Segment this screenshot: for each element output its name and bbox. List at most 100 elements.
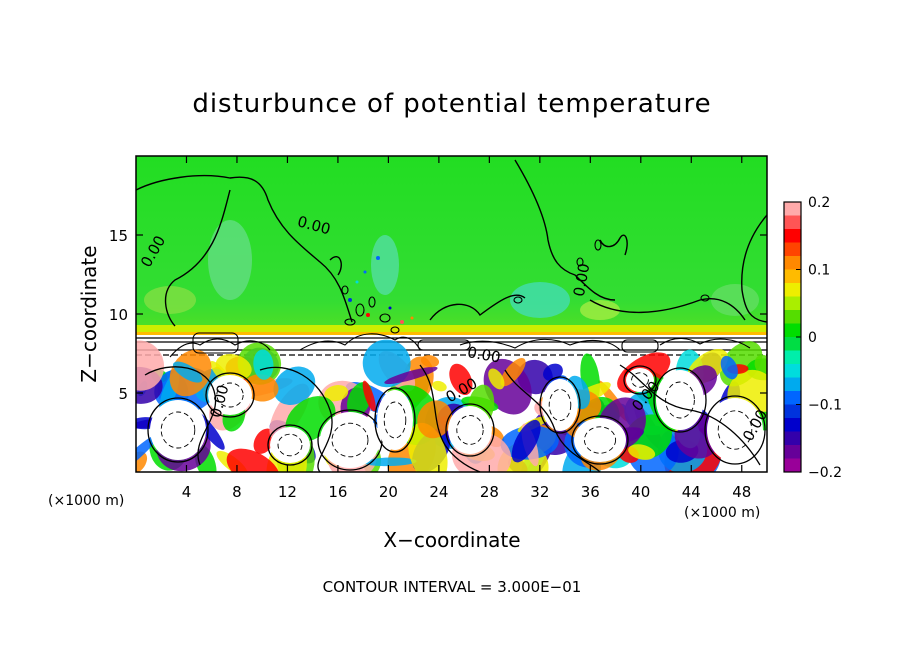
x-axis-ticks: 4 8 12 16 20 24 28 32 36 40 44 48 <box>182 156 751 501</box>
field-eddy <box>488 368 505 390</box>
x-tick-label: 20 <box>379 483 398 501</box>
eddy-zero-contour <box>445 403 495 457</box>
colorbar-segment <box>784 458 801 473</box>
x-tick-label: 4 <box>182 483 192 501</box>
colorbar-segment <box>784 269 801 284</box>
contour-interval-note: CONTOUR INTERVAL = 3.000E−01 <box>323 578 582 596</box>
y-axis-ticks: 5 10 15 <box>109 227 767 403</box>
zero-contour-filament <box>504 369 601 472</box>
eddy-zero-contour <box>653 367 707 433</box>
field-eddy <box>253 428 275 454</box>
field-eddy <box>500 358 526 387</box>
chart-title: disturbunce of potential temperature <box>192 89 711 119</box>
eddy-zero-contour <box>623 365 657 395</box>
field-eddy <box>363 457 417 467</box>
colorbar-tick-label: 0.1 <box>808 263 830 279</box>
x-tick-label: 32 <box>530 483 549 501</box>
colorbar-segment <box>784 377 801 392</box>
eddy-core <box>320 412 380 468</box>
x-unit-left: (×1000 m) <box>48 493 124 509</box>
x-tick-label: 12 <box>278 483 297 501</box>
eddy-core <box>377 390 413 450</box>
colorbar-segment <box>784 431 801 446</box>
x-tick-label: 28 <box>480 483 499 501</box>
colorbar-tick-label: −0.2 <box>808 465 842 481</box>
eddy-core <box>707 398 763 462</box>
colorbar-segment <box>784 310 801 324</box>
inversion-bumps <box>169 332 751 358</box>
eddy-contour <box>216 382 244 408</box>
colorbar-segment <box>784 404 801 419</box>
colorbar-segment <box>784 364 801 378</box>
field-eddy <box>243 374 279 402</box>
contour-label: 0.00 <box>466 343 502 367</box>
eddy-core <box>448 406 492 454</box>
field-eddy <box>449 363 473 396</box>
colorbar-segment <box>784 242 801 257</box>
speckle-dots <box>348 256 414 324</box>
eddy-contour <box>717 410 753 450</box>
y-tick-label: 10 <box>109 306 128 324</box>
colorbar-segment <box>784 296 801 311</box>
colorbar-segment <box>784 229 801 243</box>
field-eddy <box>420 355 440 368</box>
contour-label: 0.00 <box>570 262 594 298</box>
field-eddy <box>754 354 767 376</box>
y-axis-label: Z−coordinate <box>77 245 101 382</box>
eddy-zero-contour <box>374 387 416 453</box>
y-tick-label: 5 <box>118 385 128 403</box>
colorbar-segment <box>784 283 801 297</box>
field-eddy <box>408 422 448 472</box>
field-eddy <box>136 340 165 391</box>
cyan-patch <box>144 286 196 314</box>
colorbar-segment <box>784 337 801 351</box>
eddy-core <box>656 370 704 430</box>
eddy-core <box>208 375 252 415</box>
colorbar-segment <box>784 445 801 459</box>
field-eddy <box>628 444 656 460</box>
eddy-core <box>270 427 310 463</box>
colorbar-tick-label: −0.1 <box>808 398 842 414</box>
colorbar-tick-label: 0.2 <box>808 195 830 211</box>
cyan-patch <box>580 300 620 320</box>
eddy-core <box>150 400 206 460</box>
x-tick-label: 40 <box>631 483 650 501</box>
cyan-patches <box>144 220 759 320</box>
eddy-contour <box>548 388 572 422</box>
eddy-contour <box>160 411 196 449</box>
eddy-contour <box>456 415 484 445</box>
colorbar-segment <box>784 215 801 230</box>
field-eddy <box>432 380 447 392</box>
turbulent-lower-field <box>136 339 767 472</box>
eddy-contour <box>631 372 649 388</box>
zero-contour-filament <box>259 366 333 472</box>
eddy-zero-contour <box>147 397 209 463</box>
colorbar-segment <box>784 202 801 216</box>
colorbar-segment <box>784 391 801 405</box>
eddy-zero-contour <box>704 395 766 465</box>
colorbar-segment <box>784 418 801 432</box>
field-eddy <box>720 355 738 380</box>
zero-contour-filament <box>419 364 481 472</box>
eddy-contour <box>277 433 303 457</box>
x-tick-label: 8 <box>232 483 242 501</box>
colorbar-tick-label: 0 <box>808 330 817 346</box>
eddy-zero-contour <box>205 372 255 418</box>
eddy-contour <box>331 422 369 458</box>
field-eddy <box>324 385 349 402</box>
field-eddy <box>362 380 376 412</box>
zero-contours-upper <box>136 159 767 327</box>
y-tick-label: 15 <box>109 227 128 245</box>
eddy-core <box>542 379 578 431</box>
colorbar-segment <box>784 323 801 338</box>
colorbar-segment <box>784 256 801 270</box>
x-tick-label: 48 <box>732 483 751 501</box>
field-eddy <box>417 400 453 439</box>
field-eddy <box>511 419 541 463</box>
colorbar-segment <box>784 350 801 365</box>
zero-contour-filament <box>619 364 761 466</box>
eddy-core <box>574 418 626 462</box>
cyan-patch <box>208 220 252 300</box>
x-tick-label: 36 <box>581 483 600 501</box>
